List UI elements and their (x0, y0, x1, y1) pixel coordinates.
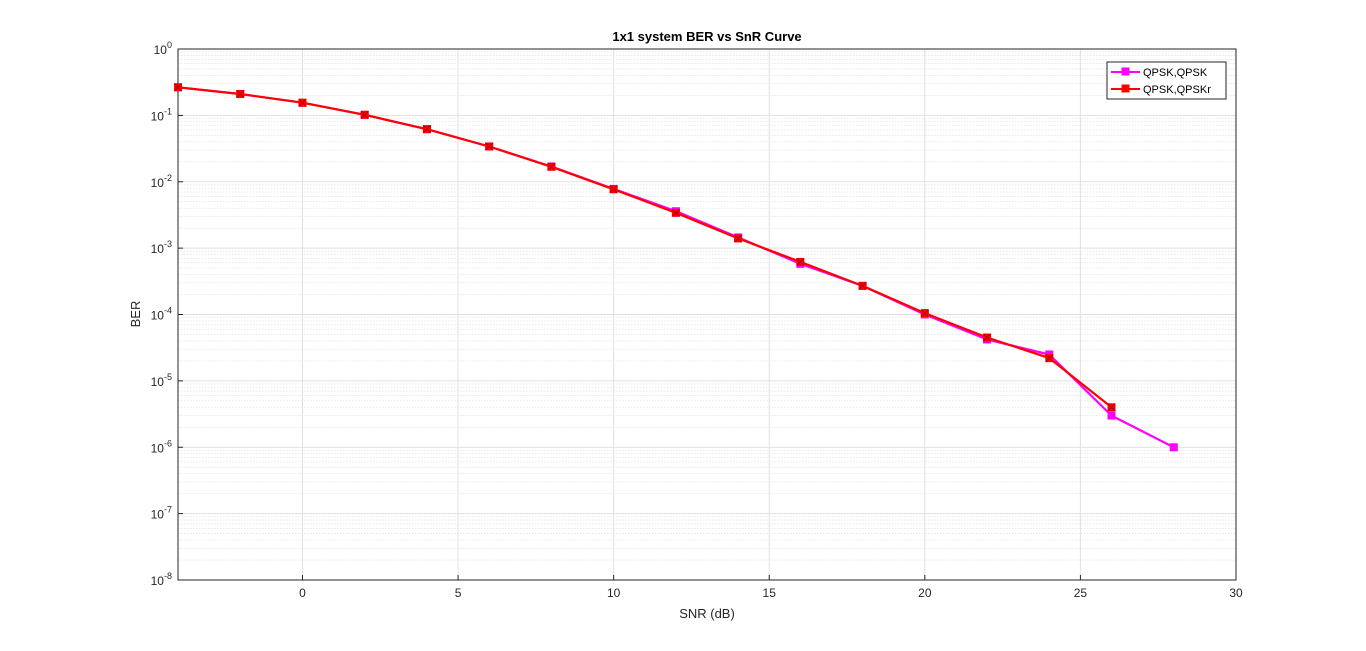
legend-marker-series-2 (1121, 84, 1130, 93)
data-point-cross-series-2 (796, 258, 805, 266)
y-tick-base: 10 (151, 574, 165, 588)
data-point-cross-series-2 (672, 208, 680, 217)
data-point-series-1 (1169, 443, 1178, 452)
y-tick-label: 10-6 (151, 438, 172, 455)
y-tick-label: 10-7 (151, 505, 172, 522)
data-point-cross-series-2 (360, 110, 369, 119)
y-tick-base: 10 (154, 43, 168, 57)
series-line-2 (177, 86, 1113, 409)
y-tick-label: 100 (154, 40, 172, 57)
y-tick-label: 10-4 (151, 306, 172, 323)
data-point-cross-series-2 (174, 83, 182, 92)
data-point-cross-series-2 (1045, 354, 1054, 363)
legend-marker-series-1 (1121, 67, 1130, 76)
data-point-cross-series-2 (236, 90, 245, 98)
y-tick-base: 10 (151, 309, 165, 323)
y-tick-exponent: -2 (164, 173, 172, 183)
y-tick-base: 10 (151, 375, 165, 389)
y-tick-label: 10-5 (151, 372, 172, 389)
y-axis-label: BER (128, 301, 143, 328)
x-axis-label: SNR (dB) (679, 606, 735, 621)
x-tick-label: 30 (1229, 586, 1243, 600)
data-point-cross-series-2 (858, 282, 867, 290)
x-tick-label: 15 (763, 586, 777, 600)
y-tick-base: 10 (151, 109, 165, 123)
y-tick-exponent: -8 (164, 571, 172, 581)
y-tick-exponent: -4 (164, 306, 172, 316)
data-point-cross-series-2 (983, 333, 991, 342)
y-tick-label: 10-2 (151, 173, 172, 190)
y-tick-exponent: 0 (167, 40, 172, 50)
legend[interactable]: QPSK,QPSK QPSK,QPSKr (1106, 61, 1227, 100)
grid-layer (178, 48, 1237, 581)
data-point-cross-series-2 (423, 125, 431, 134)
x-tick-label: 10 (607, 586, 621, 600)
legend-label-series-1: QPSK,QPSK (1143, 67, 1208, 79)
y-tick-base: 10 (151, 176, 165, 190)
data-point-cross-series-2 (485, 142, 494, 151)
y-tick-exponent: -1 (164, 106, 172, 116)
y-tick-base: 10 (151, 441, 165, 455)
data-point-cross-series-2 (734, 234, 742, 243)
x-tick-label: 5 (455, 586, 462, 600)
data-point-cross-series-2 (920, 309, 929, 317)
y-tick-label: 10-3 (151, 239, 172, 256)
legend-box (1106, 61, 1227, 100)
x-tick-label: 0 (299, 586, 306, 600)
chart-title: 1x1 system BER vs SnR Curve (612, 29, 801, 44)
y-tick-base: 10 (151, 508, 165, 522)
y-tick-exponent: -3 (164, 239, 172, 249)
y-tick-exponent: -7 (164, 505, 172, 515)
series-layer (174, 83, 1178, 452)
y-tick-exponent: -5 (164, 372, 172, 382)
y-tick-exponent: -6 (164, 438, 172, 448)
data-point-cross-series-2 (298, 98, 307, 107)
y-tick-label: 10-8 (151, 571, 172, 588)
y-tick-label: 10-1 (151, 106, 172, 123)
data-point-series-1 (1107, 411, 1116, 420)
x-tick-label: 25 (1074, 586, 1088, 600)
data-point-cross-series-2 (547, 162, 556, 171)
y-tick-base: 10 (151, 242, 165, 256)
legend-label-series-2: QPSK,QPSKr (1143, 84, 1211, 96)
data-point-cross-series-2 (1107, 403, 1116, 412)
data-point-cross-series-2 (609, 185, 618, 194)
x-tick-label: 20 (918, 586, 932, 600)
